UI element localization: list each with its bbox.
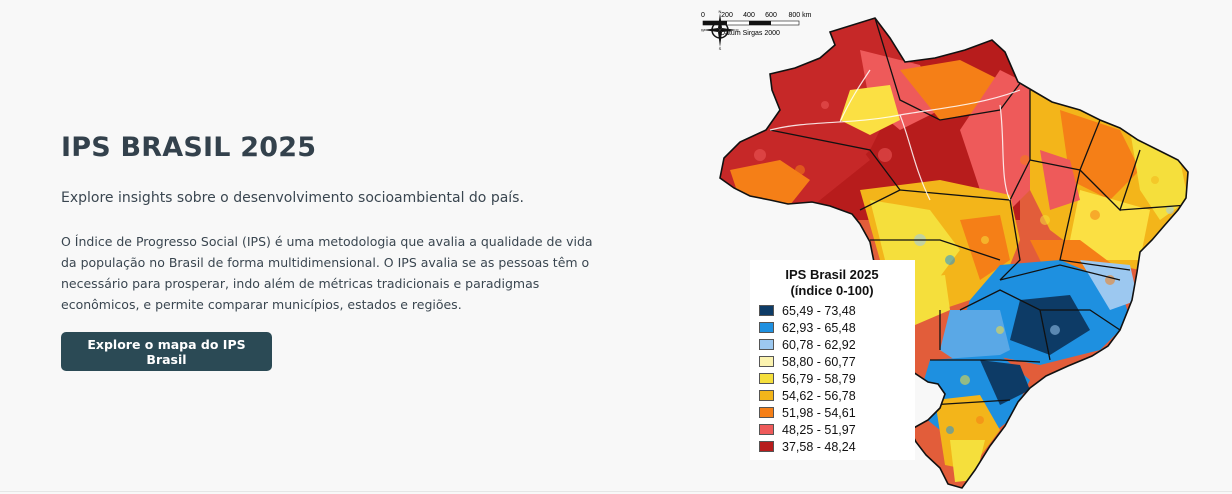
legend-item: 37,58 - 48,24 — [759, 438, 907, 455]
scale-tick-label: 400 — [743, 12, 755, 19]
legend-label: 48,25 - 51,97 — [782, 422, 856, 437]
page-title: IPS BRASIL 2025 — [61, 132, 317, 163]
compass-s: S — [719, 46, 722, 50]
legend-item: 62,93 - 65,48 — [759, 319, 907, 336]
legend-item: 65,49 - 73,48 — [759, 302, 907, 319]
compass-w: W — [701, 28, 705, 33]
page-description: O Índice de Progresso Social (IPS) é uma… — [61, 234, 593, 312]
scale-tick-label: 800 km — [789, 12, 812, 19]
scale-tick-label: 600 — [765, 12, 777, 19]
scale-tick-label: 0 — [701, 12, 705, 19]
scale-bar: 0 200 400 600 800 km Datum Sirgas 2000 — [701, 12, 812, 37]
legend-item: 56,79 - 58,79 — [759, 370, 907, 387]
legend-label: 60,78 - 62,92 — [782, 337, 856, 352]
legend-label: 56,79 - 58,79 — [782, 371, 856, 386]
legend-swatch — [759, 407, 774, 418]
legend-swatch — [759, 305, 774, 316]
legend-label: 37,58 - 48,24 — [782, 439, 856, 454]
legend-swatch — [759, 339, 774, 350]
legend-label: 54,62 - 56,78 — [782, 388, 856, 403]
brazil-map-graphic — [719, 17, 1189, 489]
legend-label: 65,49 - 73,48 — [782, 303, 856, 318]
legend-title: IPS Brasil 2025 — [785, 267, 879, 282]
legend-item: 48,25 - 51,97 — [759, 421, 907, 438]
legend-subtitle: (índice 0-100) — [790, 283, 874, 298]
legend-swatch — [759, 356, 774, 367]
legend-item: 51,98 - 54,61 — [759, 404, 907, 421]
legend-swatch — [759, 441, 774, 452]
compass-e: E — [736, 28, 739, 33]
section-divider — [0, 491, 1232, 492]
legend-swatch — [759, 424, 774, 435]
legend-swatch — [759, 322, 774, 333]
datum-label: Datum Sirgas 2000 — [720, 30, 780, 37]
page-subtitle: Explore insights sobre o desenvolvimento… — [61, 190, 524, 206]
legend-item: 58,80 - 60,77 — [759, 353, 907, 370]
legend-label: 62,93 - 65,48 — [782, 320, 856, 335]
legend-swatch — [759, 373, 774, 384]
explore-map-button[interactable]: Explore o mapa do IPS Brasil — [61, 332, 272, 371]
legend-label: 58,80 - 60,77 — [782, 354, 856, 369]
scale-tick-label: 200 — [721, 12, 733, 19]
map-legend: IPS Brasil 2025 (índice 0-100) 65,49 - 7… — [757, 267, 907, 455]
legend-swatch — [759, 390, 774, 401]
legend-label: 51,98 - 54,61 — [782, 405, 856, 420]
ips-map: IPS Brasil 2025 (índice 0-100) 65,49 - 7… — [700, 10, 1220, 490]
legend-item: 54,62 - 56,78 — [759, 387, 907, 404]
legend-item: 60,78 - 62,92 — [759, 336, 907, 353]
compass-n: N — [719, 10, 722, 14]
